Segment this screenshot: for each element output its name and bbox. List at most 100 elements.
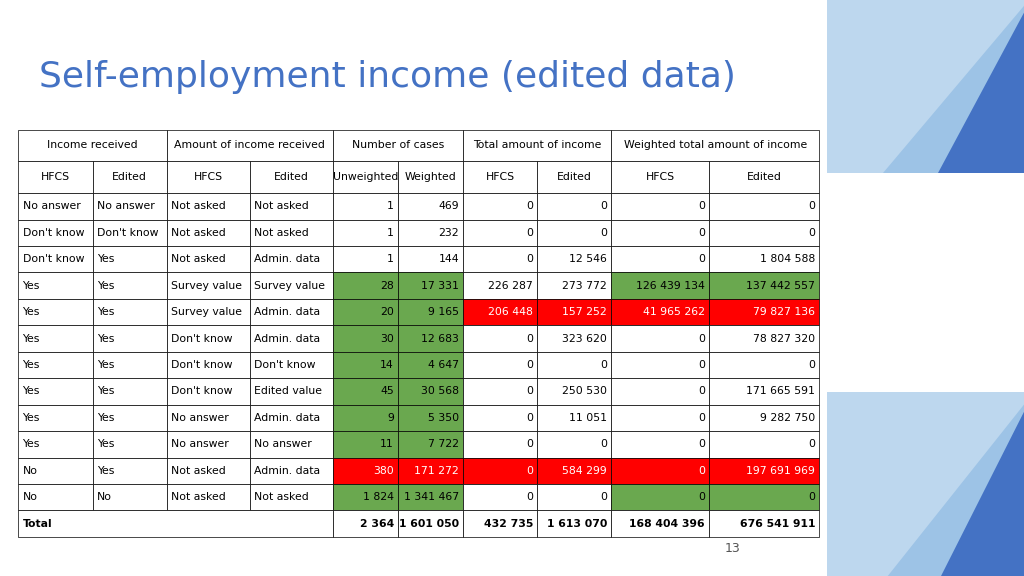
Text: Yes: Yes <box>96 254 114 264</box>
Text: 0: 0 <box>697 334 705 343</box>
Text: 0: 0 <box>526 386 534 396</box>
Text: Not asked: Not asked <box>171 254 225 264</box>
Text: 1 613 070: 1 613 070 <box>547 518 607 529</box>
Text: 380: 380 <box>373 466 394 476</box>
Text: Edited value: Edited value <box>254 386 322 396</box>
Text: Amount of income received: Amount of income received <box>174 141 326 150</box>
Text: No: No <box>23 466 38 476</box>
Text: 469: 469 <box>438 202 459 211</box>
Text: No: No <box>23 492 38 502</box>
Text: Edited: Edited <box>746 172 781 182</box>
Text: 126 439 134: 126 439 134 <box>636 281 705 291</box>
Text: No answer: No answer <box>171 413 228 423</box>
Text: Survey value: Survey value <box>171 307 242 317</box>
Text: Don't know: Don't know <box>171 334 232 343</box>
Text: Not asked: Not asked <box>171 492 225 502</box>
Text: Edited: Edited <box>557 172 592 182</box>
Text: 0: 0 <box>697 492 705 502</box>
Text: Admin. data: Admin. data <box>254 413 321 423</box>
Text: 144: 144 <box>438 254 459 264</box>
Text: Admin. data: Admin. data <box>254 307 321 317</box>
Text: 250 530: 250 530 <box>562 386 607 396</box>
Text: Self-employment income (edited data): Self-employment income (edited data) <box>39 60 736 94</box>
Text: 0: 0 <box>526 334 534 343</box>
Text: 9 165: 9 165 <box>428 307 459 317</box>
Text: Edited: Edited <box>274 172 309 182</box>
Text: 1: 1 <box>387 228 394 238</box>
Text: 273 772: 273 772 <box>562 281 607 291</box>
Text: 0: 0 <box>526 466 534 476</box>
Text: 0: 0 <box>808 492 815 502</box>
Text: 20: 20 <box>380 307 394 317</box>
Text: 0: 0 <box>808 202 815 211</box>
Text: 0: 0 <box>526 202 534 211</box>
Text: 168 404 396: 168 404 396 <box>629 518 705 529</box>
Text: 11 051: 11 051 <box>569 413 607 423</box>
Text: Not asked: Not asked <box>171 228 225 238</box>
Text: Not asked: Not asked <box>171 466 225 476</box>
Text: No answer: No answer <box>96 202 155 211</box>
Text: HFCS: HFCS <box>485 172 515 182</box>
Text: 1: 1 <box>387 254 394 264</box>
Text: 0: 0 <box>697 360 705 370</box>
Text: 1 824: 1 824 <box>362 492 394 502</box>
Text: 12 546: 12 546 <box>569 254 607 264</box>
Text: Don't know: Don't know <box>254 360 315 370</box>
Text: 137 442 557: 137 442 557 <box>746 281 815 291</box>
Text: 197 691 969: 197 691 969 <box>746 466 815 476</box>
Text: 5 350: 5 350 <box>428 413 459 423</box>
Text: 0: 0 <box>526 228 534 238</box>
Text: 14: 14 <box>380 360 394 370</box>
Text: 0: 0 <box>600 202 607 211</box>
Text: 0: 0 <box>808 228 815 238</box>
Text: Weighted total amount of income: Weighted total amount of income <box>624 141 807 150</box>
Text: 0: 0 <box>808 360 815 370</box>
Text: Don't know: Don't know <box>23 228 84 238</box>
Text: 11: 11 <box>380 439 394 449</box>
Text: Yes: Yes <box>96 281 114 291</box>
Text: 1 804 588: 1 804 588 <box>760 254 815 264</box>
Text: Don't know: Don't know <box>171 360 232 370</box>
Text: 676 541 911: 676 541 911 <box>739 518 815 529</box>
Text: 30: 30 <box>380 334 394 343</box>
Text: 0: 0 <box>808 439 815 449</box>
Text: Don't know: Don't know <box>96 228 158 238</box>
Text: 12 683: 12 683 <box>421 334 459 343</box>
Text: No answer: No answer <box>23 202 80 211</box>
Text: 1: 1 <box>387 202 394 211</box>
Text: 0: 0 <box>600 439 607 449</box>
Text: HFCS: HFCS <box>41 172 70 182</box>
Text: Yes: Yes <box>96 439 114 449</box>
Text: Admin. data: Admin. data <box>254 334 321 343</box>
Text: Don't know: Don't know <box>23 254 84 264</box>
Text: Not asked: Not asked <box>254 492 308 502</box>
Text: 79 827 136: 79 827 136 <box>753 307 815 317</box>
Text: Yes: Yes <box>96 386 114 396</box>
Text: 226 287: 226 287 <box>488 281 534 291</box>
Text: 0: 0 <box>526 360 534 370</box>
Text: 232: 232 <box>438 228 459 238</box>
Text: Yes: Yes <box>23 413 40 423</box>
Text: 0: 0 <box>697 413 705 423</box>
Text: Number of cases: Number of cases <box>352 141 444 150</box>
Text: 0: 0 <box>697 439 705 449</box>
Text: Not asked: Not asked <box>254 228 308 238</box>
Text: 171 272: 171 272 <box>415 466 459 476</box>
Text: Yes: Yes <box>96 413 114 423</box>
Text: Yes: Yes <box>96 334 114 343</box>
Text: 0: 0 <box>697 228 705 238</box>
Text: 0: 0 <box>697 202 705 211</box>
Text: No answer: No answer <box>254 439 311 449</box>
Text: 432 735: 432 735 <box>483 518 534 529</box>
Text: 323 620: 323 620 <box>562 334 607 343</box>
Text: Edited: Edited <box>113 172 147 182</box>
Text: Yes: Yes <box>96 466 114 476</box>
Text: Yes: Yes <box>23 334 40 343</box>
Text: 0: 0 <box>600 492 607 502</box>
Text: 45: 45 <box>380 386 394 396</box>
Text: 0: 0 <box>600 360 607 370</box>
Text: 17 331: 17 331 <box>421 281 459 291</box>
Text: 157 252: 157 252 <box>562 307 607 317</box>
Text: 0: 0 <box>526 254 534 264</box>
Text: No answer: No answer <box>171 439 228 449</box>
